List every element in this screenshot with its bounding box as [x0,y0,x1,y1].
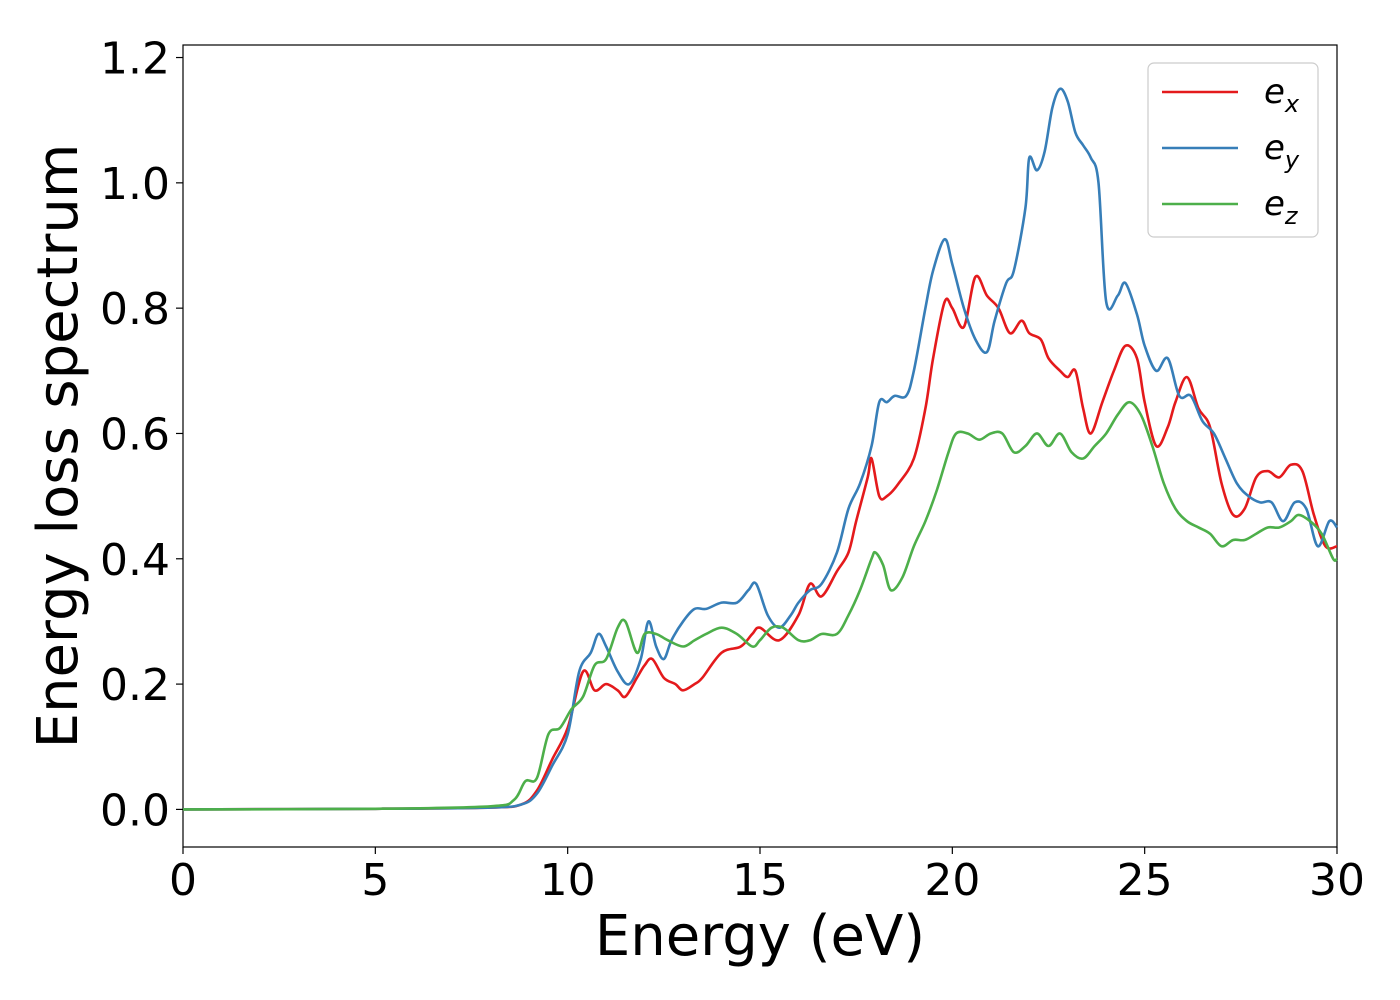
y-tick-label: 1.2 [100,34,170,85]
legend-box [1147,62,1319,238]
y-tick-label: 0.8 [100,284,170,335]
y-tick-label: 1.0 [100,159,170,210]
x-tick-label: 5 [361,855,389,906]
plot-area [182,44,1338,848]
series-group [182,87,1339,811]
x-axis-label: Energy (eV) [595,904,925,969]
y-tick-label: 0.2 [100,660,170,711]
x-tick-label: 10 [540,855,596,906]
y-tick-label: 0.6 [100,409,170,460]
y-tick-label: 0.0 [100,785,170,836]
x-axis: 0 5 10 15 20 25 30 [169,847,1365,906]
x-tick-label: 25 [1117,855,1173,906]
y-tick-label: 0.4 [100,535,170,586]
y-axis: 0.0 0.2 0.4 0.6 0.8 1.0 1.2 [100,34,183,836]
series-line-x [182,274,1338,811]
x-tick-label: 15 [732,855,788,906]
x-tick-label: 0 [169,855,197,906]
y-axis-label: Energy loss spectrum [26,144,91,749]
series-line-y [182,87,1339,811]
x-tick-label: 30 [1309,855,1365,906]
series-line-z [182,400,1338,811]
x-tick-label: 20 [924,855,980,906]
